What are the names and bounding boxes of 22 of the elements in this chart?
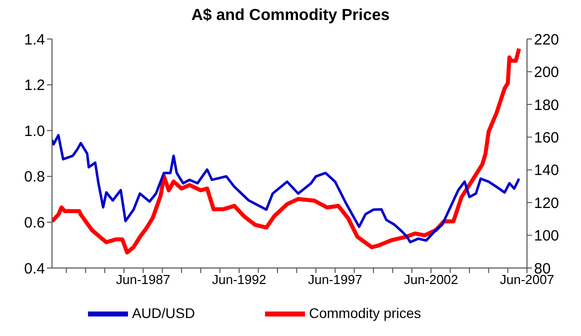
y-tick-label: 1.4 — [24, 31, 45, 48]
legend-label: AUD/USD — [132, 304, 195, 321]
y-tick-label: 0.8 — [24, 168, 45, 186]
x-tick-label: Jun-1997 — [308, 272, 362, 288]
y-tick-label: 1.0 — [24, 122, 45, 140]
legend-label: Commodity prices — [308, 304, 422, 321]
x-tick-label: Jun-1987 — [116, 272, 170, 288]
y-tick-label: 0.4 — [24, 260, 45, 278]
line-series — [52, 46, 522, 254]
line-series — [52, 134, 520, 244]
y2-tick-label: 120 — [534, 194, 560, 212]
y-tick-label: 0.6 — [24, 214, 45, 232]
x-tick-label: Jun-1992 — [212, 272, 266, 288]
y2-tick-label: 220 — [534, 31, 560, 48]
y2-tick-label: 180 — [534, 96, 560, 114]
y2-tick-label: 200 — [534, 64, 560, 82]
y2-tick-label: 160 — [534, 129, 560, 146]
y-tick-label: 1.2 — [24, 77, 45, 94]
y2-tick-label: 100 — [534, 228, 560, 245]
y2-tick-label: 140 — [534, 162, 560, 180]
x-tick-label: Jun-2002 — [404, 272, 458, 288]
chart-title: A$ and Commodity Prices — [190, 7, 391, 26]
